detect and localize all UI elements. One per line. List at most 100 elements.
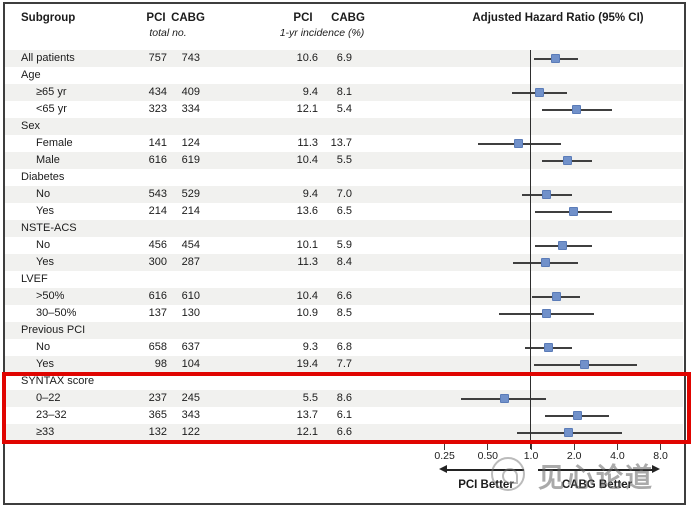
pci-total-value: 132 [148, 426, 167, 438]
hazard-ratio-marker [573, 410, 583, 420]
cabg-incidence-value: 6.6 [336, 290, 352, 302]
subgroup-label: Female [36, 137, 73, 149]
cabg-total-value: 214 [181, 205, 200, 217]
hazard-ratio-marker [513, 138, 523, 148]
subgroup-row: 0–22 237 245 5.5 8.6 [4, 390, 683, 407]
col-header-pci-total: PCI [146, 12, 166, 24]
hazard-ratio-marker [541, 308, 551, 318]
subgroup-label: 23–32 [36, 409, 67, 421]
hazard-ratio-marker [571, 104, 581, 114]
subgroup-header-row: NSTE-ACS [4, 220, 683, 237]
subgroup-label: Age [21, 69, 41, 81]
subgroup-label: <65 yr [36, 103, 67, 115]
subgroup-row: All patients 757 743 10.6 6.9 [4, 50, 683, 67]
subgroup-label: No [36, 239, 51, 251]
pci-total-value: 543 [148, 188, 167, 200]
axis-tick [444, 444, 446, 450]
pci-incidence-value: 9.4 [302, 86, 318, 98]
cabg-total-value: 409 [181, 86, 200, 98]
col-header-cabg-incidence: CABG [331, 12, 365, 24]
cabg-better-label: CABG Better [561, 479, 633, 491]
pci-total-value: 214 [148, 205, 167, 217]
subgroup-header-row: Previous PCI [4, 322, 683, 339]
subgroup-row: No 658 637 9.3 6.8 [4, 339, 683, 356]
cabg-total-value: 637 [181, 341, 200, 353]
subgroup-label: No [36, 188, 51, 200]
cabg-total-value: 334 [181, 103, 200, 115]
hazard-ratio-marker [500, 393, 510, 403]
hazard-ratio-marker [580, 359, 590, 369]
pci-total-value: 98 [154, 358, 167, 370]
subgroup-label: SYNTAX score [21, 375, 95, 387]
subgroup-label: 30–50% [36, 307, 77, 319]
subgroup-label: >50% [36, 290, 65, 302]
cabg-total-value: 343 [181, 409, 200, 421]
cabg-total-value: 454 [181, 239, 200, 251]
pci-incidence-value: 10.6 [296, 52, 318, 64]
subgroup-row: ≥33 132 122 12.1 6.6 [4, 424, 683, 441]
cabg-incidence-value: 13.7 [330, 137, 352, 149]
hazard-ratio-marker [535, 87, 545, 97]
subgroup-header-row: LVEF [4, 271, 683, 288]
pci-total-value: 616 [148, 154, 167, 166]
pci-incidence-value: 12.1 [296, 103, 318, 115]
pci-total-value: 137 [148, 307, 167, 319]
subgroup-row: Male 616 619 10.4 5.5 [4, 152, 683, 169]
cabg-better-arrow-line [538, 469, 652, 471]
pci-incidence-value: 10.4 [296, 154, 318, 166]
axis-tick [616, 444, 618, 450]
right-arrowhead-icon [652, 465, 660, 473]
subgroup-label: Male [36, 154, 60, 166]
cabg-incidence-value: 8.1 [336, 86, 352, 98]
pci-total-value: 434 [148, 86, 167, 98]
cabg-incidence-value: 5.9 [336, 239, 352, 251]
cabg-incidence-value: 6.6 [336, 426, 352, 438]
pci-total-value: 365 [148, 409, 167, 421]
pci-incidence-value: 9.3 [302, 341, 318, 353]
subgroup-label: No [36, 341, 51, 353]
pci-incidence-value: 5.5 [302, 392, 318, 404]
pci-incidence-value: 10.4 [296, 290, 318, 302]
subgroup-label: 0–22 [36, 392, 61, 404]
pci-total-value: 237 [148, 392, 167, 404]
col-subheader-total-no: total no. [149, 27, 187, 39]
subgroup-row: <65 yr 323 334 12.1 5.4 [4, 101, 683, 118]
cabg-total-value: 122 [181, 426, 200, 438]
cabg-incidence-value: 6.9 [336, 52, 352, 64]
cabg-total-value: 610 [181, 290, 200, 302]
subgroup-row: No 543 529 9.4 7.0 [4, 186, 683, 203]
cabg-total-value: 130 [181, 307, 200, 319]
pci-total-value: 456 [148, 239, 167, 251]
cabg-incidence-value: 6.1 [336, 409, 352, 421]
subgroup-label: Yes [36, 256, 54, 268]
subgroup-label: Sex [21, 120, 40, 132]
pci-incidence-value: 13.6 [296, 205, 318, 217]
col-header-pci-incidence: PCI [293, 12, 313, 24]
cabg-total-value: 245 [181, 392, 200, 404]
pci-incidence-value: 19.4 [296, 358, 318, 370]
cabg-total-value: 529 [181, 188, 200, 200]
cabg-incidence-value: 6.5 [336, 205, 352, 217]
hazard-ratio-marker [543, 342, 553, 352]
axis-tick-label: 0.25 [434, 450, 455, 462]
axis-tick-label: 2.0 [566, 450, 582, 462]
subgroup-header-row: Diabetes [4, 169, 683, 186]
pci-better-arrow-line [447, 469, 524, 471]
cabg-incidence-value: 8.6 [336, 392, 352, 404]
subgroup-row: ≥65 yr 434 409 9.4 8.1 [4, 84, 683, 101]
subgroup-row: No 456 454 10.1 5.9 [4, 237, 683, 254]
pci-incidence-value: 13.7 [296, 409, 318, 421]
subgroup-label: NSTE-ACS [21, 222, 77, 234]
subgroup-header-row: Age [4, 67, 683, 84]
hazard-ratio-marker [552, 291, 562, 301]
subgroup-header-row: Sex [4, 118, 683, 135]
cabg-total-value: 124 [181, 137, 200, 149]
subgroup-label: Diabetes [21, 171, 65, 183]
axis-tick [660, 444, 662, 450]
pci-better-label: PCI Better [458, 479, 514, 491]
subgroup-label: ≥65 yr [36, 86, 67, 98]
hazard-ratio-marker [541, 189, 551, 199]
hazard-ratio-marker [540, 257, 550, 267]
subgroup-row: Yes 98 104 19.4 7.7 [4, 356, 683, 373]
subgroup-label: Previous PCI [21, 324, 86, 336]
